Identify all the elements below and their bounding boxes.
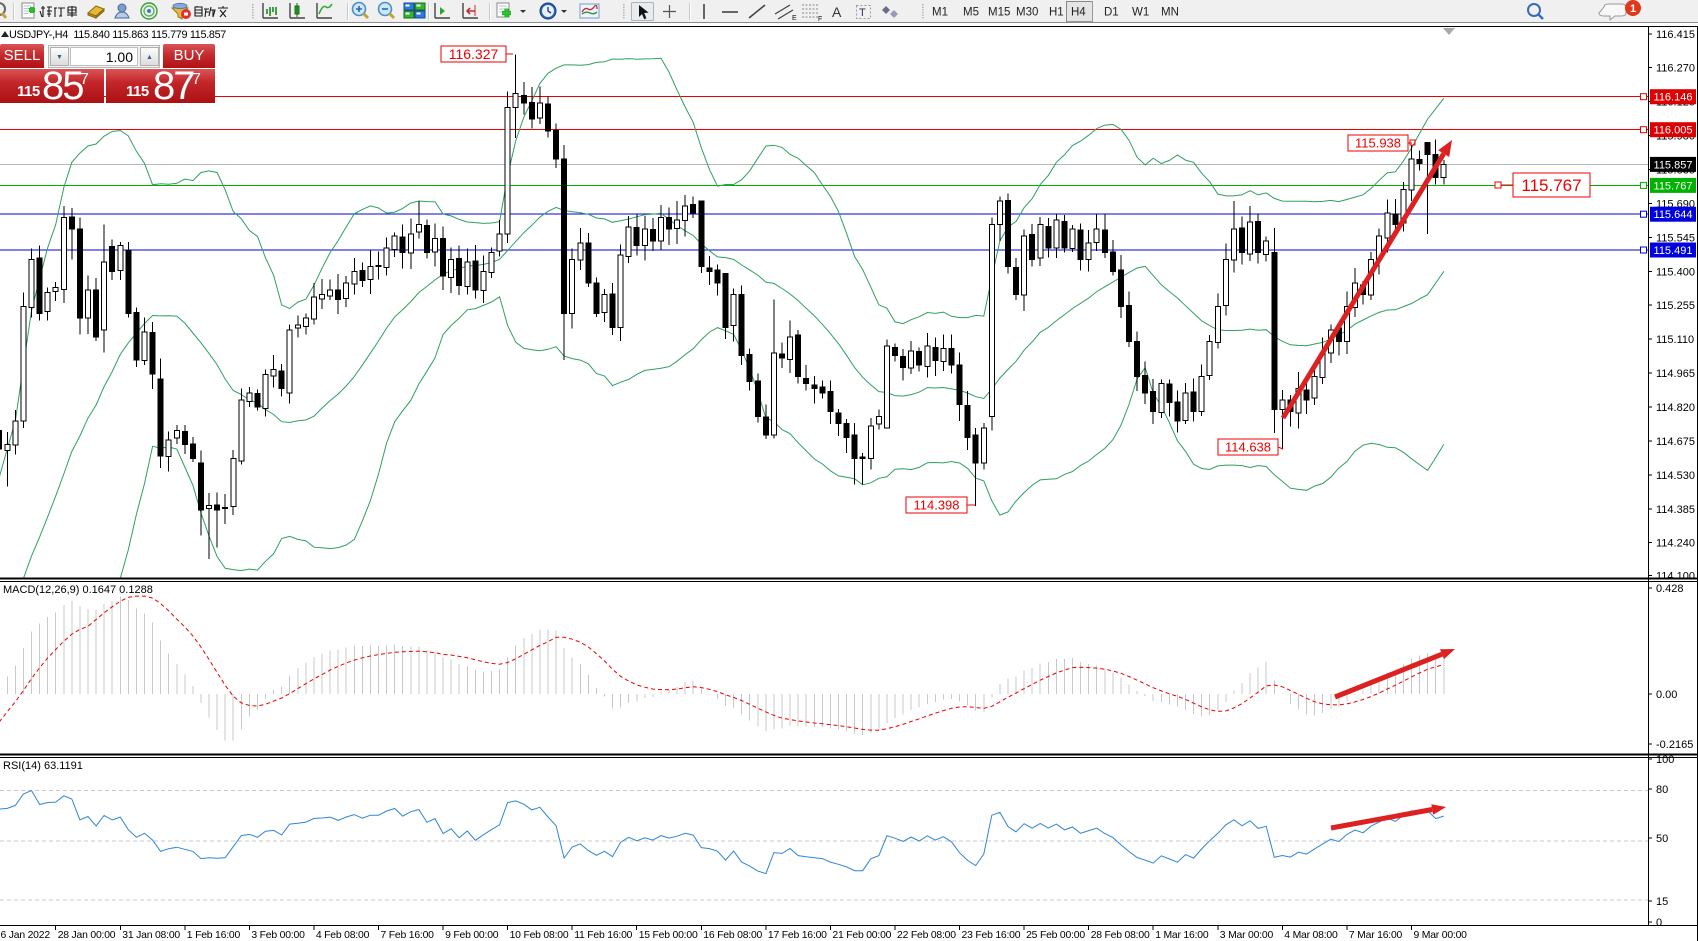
svg-text:3 Feb 00:00: 3 Feb 00:00 [251,930,305,941]
svg-text:M15: M15 [988,7,1010,19]
svg-text:3 Mar 00:00: 3 Mar 00:00 [1220,930,1274,941]
svg-text:D1: D1 [1104,7,1119,19]
svg-text:W1: W1 [1132,7,1149,19]
svg-text:H1: H1 [1049,7,1064,19]
svg-text:114.385: 114.385 [1656,504,1695,516]
svg-text:115.938: 115.938 [1355,136,1401,151]
svg-text:1: 1 [1630,3,1636,15]
svg-text:0: 0 [1656,917,1662,929]
svg-text:M30: M30 [1016,7,1038,19]
svg-text:1 Mar 16:00: 1 Mar 16:00 [1155,930,1209,941]
svg-text:9 Mar 00:00: 9 Mar 00:00 [1414,930,1468,941]
svg-text:28 Jan 00:00: 28 Jan 00:00 [58,930,116,941]
svg-text:115.644: 115.644 [1654,209,1693,221]
svg-text:116.270: 116.270 [1656,63,1695,75]
svg-text:116.005: 116.005 [1654,125,1693,137]
svg-text:25 Feb 00:00: 25 Feb 00:00 [1026,930,1085,941]
svg-text:115.255: 115.255 [1656,300,1695,312]
svg-text:115.491: 115.491 [1654,245,1693,257]
svg-text:100: 100 [1656,754,1674,766]
svg-text:114.100: 114.100 [1656,571,1695,583]
svg-text:E: E [792,15,797,22]
svg-text:MACD(12,26,9) 0.1647 0.1288: MACD(12,26,9) 0.1647 0.1288 [3,584,153,596]
svg-text:31 Jan 08:00: 31 Jan 08:00 [122,930,180,941]
svg-text:4 Mar 08:00: 4 Mar 08:00 [1284,930,1338,941]
svg-text:22 Feb 08:00: 22 Feb 08:00 [897,930,956,941]
svg-text:1 Feb 16:00: 1 Feb 16:00 [187,930,241,941]
svg-text:6 Jan 2022: 6 Jan 2022 [1,930,51,941]
svg-text:16 Feb 08:00: 16 Feb 08:00 [703,930,762,941]
svg-text:115.110: 115.110 [1656,334,1694,346]
svg-text:114.638: 114.638 [1225,440,1271,455]
svg-text:17 Feb 16:00: 17 Feb 16:00 [768,930,827,941]
svg-text:15 Feb 00:00: 15 Feb 00:00 [639,930,698,941]
svg-text:115.767: 115.767 [1521,176,1581,195]
svg-text:28 Feb 08:00: 28 Feb 08:00 [1091,930,1150,941]
svg-text:114.820: 114.820 [1656,402,1695,414]
svg-text:T: T [859,7,866,19]
svg-text:9 Feb 00:00: 9 Feb 00:00 [445,930,499,941]
svg-text:15: 15 [1656,896,1668,908]
svg-text:10 Feb 08:00: 10 Feb 08:00 [510,930,569,941]
svg-text:115.400: 115.400 [1656,266,1695,278]
svg-text:11 Feb 16:00: 11 Feb 16:00 [574,930,632,941]
svg-text:116.146: 116.146 [1654,92,1693,104]
svg-text:A: A [832,4,842,20]
svg-text:23 Feb 16:00: 23 Feb 16:00 [962,930,1021,941]
svg-text:H4: H4 [1071,7,1086,19]
svg-text:115.545: 115.545 [1656,232,1695,244]
svg-text:7 Mar 16:00: 7 Mar 16:00 [1349,930,1403,941]
svg-text:114.240: 114.240 [1656,538,1695,550]
svg-text:114.675: 114.675 [1656,436,1695,448]
svg-text:0.428: 0.428 [1656,583,1684,595]
svg-text:115.857: 115.857 [1654,159,1693,171]
svg-text:21 Feb 00:00: 21 Feb 00:00 [832,930,891,941]
svg-text:4 Feb 08:00: 4 Feb 08:00 [316,930,370,941]
svg-text:80: 80 [1656,784,1668,796]
svg-text:116.415: 116.415 [1656,29,1695,41]
svg-text:114.965: 114.965 [1656,368,1695,380]
svg-text:-0.2165: -0.2165 [1656,739,1693,751]
svg-text:114.398: 114.398 [913,498,959,513]
svg-text:M1: M1 [932,7,948,19]
svg-text:114.530: 114.530 [1656,470,1695,482]
svg-text:50: 50 [1656,833,1668,845]
svg-text:115.767: 115.767 [1654,180,1693,192]
svg-text:M5: M5 [963,7,979,19]
svg-text:MN: MN [1161,7,1179,19]
svg-text:116.327: 116.327 [449,46,499,62]
svg-text:RSI(14) 63.1191: RSI(14) 63.1191 [3,760,83,772]
svg-text:F: F [818,16,822,23]
svg-text:0.00: 0.00 [1656,689,1677,701]
svg-text:7 Feb 16:00: 7 Feb 16:00 [381,930,435,941]
